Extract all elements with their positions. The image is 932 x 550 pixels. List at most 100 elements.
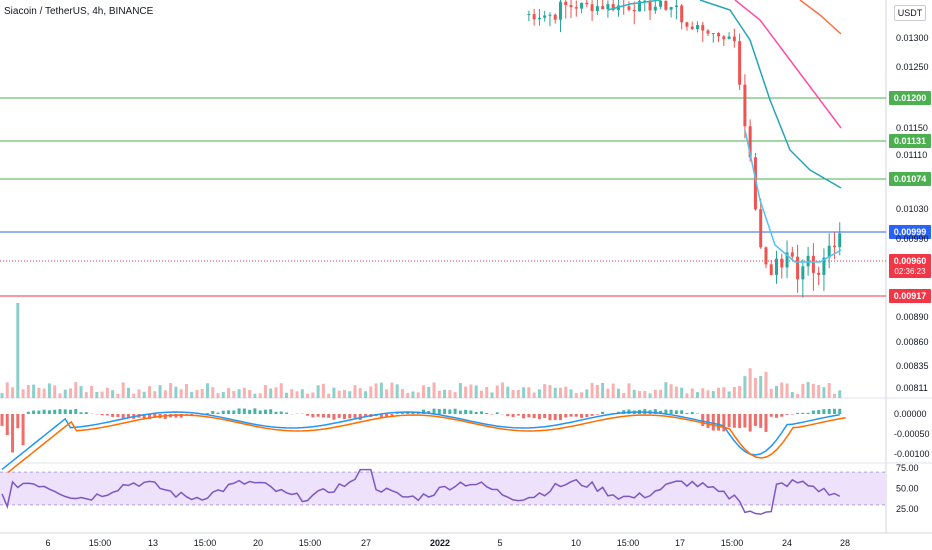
macd-bar bbox=[153, 414, 157, 418]
volume-bar bbox=[300, 389, 304, 398]
candle-body bbox=[753, 157, 757, 210]
volume-bar bbox=[717, 387, 721, 398]
time-tick-label: 10 bbox=[571, 538, 581, 548]
last-price-label: 0.00960 bbox=[894, 256, 927, 266]
volume-bar bbox=[522, 387, 526, 398]
macd-bar bbox=[142, 414, 146, 420]
volume-bar bbox=[506, 386, 510, 398]
macd-bar bbox=[74, 409, 78, 414]
volume-bar bbox=[743, 376, 747, 398]
volume-bar bbox=[780, 382, 784, 398]
macd-bar bbox=[527, 414, 531, 418]
volume-bar bbox=[153, 391, 157, 398]
candle-body bbox=[738, 41, 742, 85]
volume-bar bbox=[580, 392, 584, 398]
candle-body bbox=[580, 2, 584, 9]
volume-bar bbox=[211, 387, 215, 398]
macd-bar bbox=[817, 410, 821, 414]
macd-bar bbox=[443, 408, 447, 414]
volume-bar bbox=[174, 386, 178, 398]
macd-bar bbox=[743, 414, 747, 428]
macd-tick-label: -0.00100 bbox=[894, 449, 930, 459]
rsi-tick-label: 50.00 bbox=[896, 484, 919, 494]
macd-bar bbox=[590, 414, 594, 416]
macd-bar bbox=[58, 409, 62, 414]
price-tick-label: 0.01030 bbox=[896, 204, 929, 214]
macd-bar bbox=[580, 414, 584, 418]
macd-bar bbox=[748, 414, 752, 432]
candle-body bbox=[548, 14, 552, 16]
macd-bar bbox=[68, 409, 72, 414]
candle-body bbox=[690, 26, 694, 30]
volume-bar bbox=[216, 392, 220, 398]
volume-bar bbox=[543, 384, 547, 398]
volume-bar bbox=[163, 390, 167, 398]
volume-bar bbox=[827, 383, 831, 398]
volume-bar bbox=[142, 391, 146, 398]
price-tick-label: 0.01150 bbox=[896, 123, 928, 133]
volume-bar bbox=[63, 389, 67, 398]
macd-bar bbox=[706, 414, 710, 428]
volume-bar bbox=[453, 392, 457, 398]
macd-bar bbox=[732, 414, 736, 428]
macd-line bbox=[1, 411, 840, 470]
macd-bar bbox=[427, 410, 431, 414]
volume-bar bbox=[290, 389, 294, 398]
volume-bar bbox=[527, 387, 531, 398]
candle-body bbox=[590, 4, 594, 12]
price-level-tag bbox=[889, 289, 931, 303]
macd-bar bbox=[84, 412, 88, 414]
time-tick-label: 15:00 bbox=[89, 538, 112, 548]
candle-body bbox=[653, 6, 657, 11]
volume-bar bbox=[685, 393, 689, 398]
ma-line bbox=[607, 0, 661, 11]
macd-signal-line bbox=[7, 414, 846, 473]
macd-bar bbox=[0, 414, 4, 426]
volume-bar bbox=[58, 393, 62, 398]
candle-body bbox=[695, 25, 699, 30]
volume-bar bbox=[26, 384, 30, 398]
macd-bar bbox=[321, 414, 325, 418]
time-tick-label: 20 bbox=[253, 538, 263, 548]
price-tick-label: 0.00890 bbox=[896, 312, 929, 322]
volume-bar bbox=[190, 391, 194, 398]
candle-body bbox=[706, 30, 710, 34]
macd-bar bbox=[269, 409, 273, 414]
candle-body bbox=[553, 14, 557, 20]
candle-body bbox=[701, 25, 705, 31]
ma-line bbox=[799, 0, 842, 35]
macd-bar bbox=[121, 414, 125, 419]
volume-bar bbox=[279, 383, 283, 398]
macd-bar bbox=[342, 414, 346, 420]
macd-bar bbox=[717, 414, 721, 431]
macd-bar bbox=[100, 414, 104, 416]
time-tick-label: 27 bbox=[361, 538, 371, 548]
volume-bar bbox=[443, 389, 447, 398]
macd-bar bbox=[279, 411, 283, 414]
countdown-label: 02:36:23 bbox=[894, 267, 926, 276]
volume-bar bbox=[606, 388, 610, 398]
volume-bar bbox=[796, 393, 800, 398]
volume-bar bbox=[832, 393, 836, 398]
volume-bar bbox=[437, 390, 441, 398]
macd-bar bbox=[727, 414, 731, 428]
macd-bar bbox=[458, 410, 462, 414]
macd-bar bbox=[364, 414, 368, 417]
volume-bar bbox=[811, 383, 815, 398]
volume-bar bbox=[427, 386, 431, 398]
macd-bar bbox=[585, 414, 589, 418]
macd-bar bbox=[764, 414, 768, 432]
volume-bar bbox=[79, 386, 83, 398]
candle-body bbox=[727, 36, 731, 40]
last-price-tag bbox=[889, 254, 931, 278]
currency-button[interactable]: USDT bbox=[894, 5, 926, 21]
volume-bar bbox=[285, 392, 289, 398]
macd-tick-label: 0.00000 bbox=[894, 409, 927, 419]
macd-bar bbox=[116, 414, 120, 418]
volume-bar bbox=[253, 393, 257, 398]
volume-bar bbox=[648, 393, 652, 398]
volume-bar bbox=[727, 391, 731, 398]
macd-bar bbox=[479, 411, 483, 414]
macd-bar bbox=[21, 414, 25, 446]
